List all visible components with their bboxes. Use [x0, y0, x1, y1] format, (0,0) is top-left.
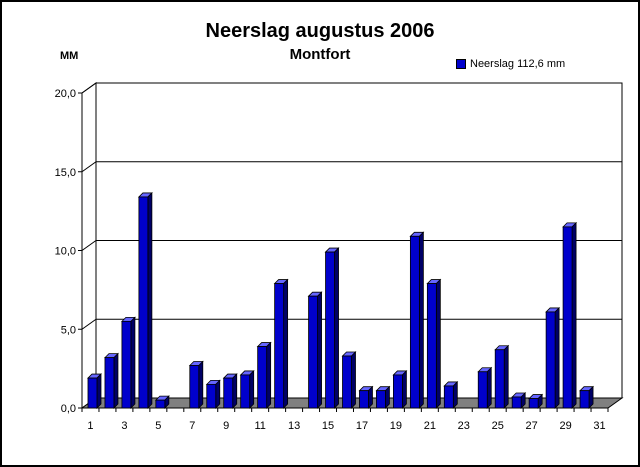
bar: [545, 311, 556, 409]
bar: [443, 385, 454, 409]
bar-side: [452, 380, 458, 409]
bar: [477, 371, 488, 409]
x-tick-label: 19: [390, 420, 402, 432]
bar-side: [486, 366, 492, 409]
bar-side: [198, 360, 204, 409]
x-tick-label: 21: [424, 420, 436, 432]
x-tick-label: 13: [288, 420, 300, 432]
bar: [494, 349, 505, 409]
x-tick-label: 27: [526, 420, 538, 432]
bar-side: [283, 278, 289, 409]
bar-side: [334, 247, 339, 409]
bar-side: [130, 316, 136, 409]
bar: [579, 390, 590, 409]
bar-side: [368, 385, 373, 409]
bar: [511, 396, 522, 409]
y-tick-label: 10,0: [55, 246, 76, 258]
y-tick-label: 5,0: [61, 324, 76, 336]
x-tick-label: 29: [559, 420, 571, 432]
bar: [393, 374, 403, 409]
y-tick-label: 0,0: [61, 403, 76, 415]
x-tick-label: 31: [593, 420, 605, 432]
bar: [562, 226, 573, 409]
bar: [223, 377, 234, 409]
bar-side: [571, 221, 577, 409]
bar: [376, 390, 386, 409]
bar-side: [588, 385, 594, 409]
gridline-side: [81, 82, 97, 94]
bar: [325, 251, 335, 409]
bar: [206, 383, 217, 409]
y-axis-label: MM: [60, 50, 79, 62]
chart-subtitle: Montfort: [289, 46, 351, 63]
bar-side: [147, 191, 153, 409]
y-tick-label: 20,0: [55, 88, 76, 100]
x-tick-label: 5: [155, 420, 161, 432]
x-tick-label: 17: [356, 420, 368, 432]
bar-side: [385, 385, 390, 409]
bar: [426, 283, 437, 409]
bar: [189, 365, 200, 409]
legend-label: Neerslag 112,6 mm: [470, 58, 566, 70]
bar: [240, 374, 251, 409]
bar-side: [232, 373, 238, 409]
bar-side: [113, 352, 119, 409]
bar: [121, 320, 132, 409]
gridline-side: [81, 161, 97, 173]
x-tick-label: 15: [322, 420, 334, 432]
bar: [359, 390, 369, 409]
gridline-side: [81, 240, 97, 251]
x-tick-label: 23: [458, 420, 470, 432]
x-tick-label: 3: [121, 420, 127, 432]
bar-side: [503, 344, 509, 409]
x-tick-label: 25: [492, 420, 504, 432]
bar-side: [317, 291, 322, 409]
bar: [409, 235, 420, 409]
bar: [528, 398, 539, 409]
bar: [257, 346, 268, 409]
bar-side: [96, 373, 102, 409]
bar-side: [435, 278, 441, 409]
bar-side: [215, 379, 221, 409]
bar-side: [418, 231, 424, 409]
legend-swatch: [456, 59, 466, 69]
bar-side: [249, 369, 255, 409]
bar: [308, 295, 318, 409]
bar: [138, 196, 149, 409]
bar: [155, 399, 166, 409]
bar-side: [554, 306, 560, 409]
y-tick-label: 15,0: [55, 167, 76, 179]
bar: [342, 355, 352, 409]
gridline-side: [81, 318, 97, 330]
legend: Neerslag 112,6 mm: [456, 58, 565, 70]
x-tick-label: 11: [254, 420, 265, 432]
chart-title: Neerslag augustus 2006: [205, 20, 435, 42]
bar: [104, 357, 115, 409]
bar-side: [402, 369, 407, 409]
x-tick-label: 9: [223, 420, 229, 432]
bar: [87, 377, 98, 409]
x-tick-label: 1: [87, 420, 93, 432]
bar-side: [266, 341, 272, 409]
x-tick-label: 7: [189, 420, 195, 432]
bar-side: [351, 351, 356, 409]
bar: [274, 283, 285, 409]
